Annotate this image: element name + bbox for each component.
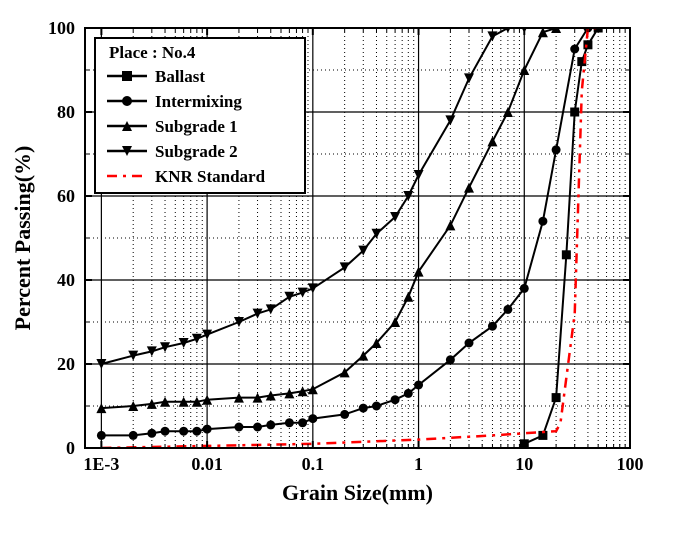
series-marker	[520, 284, 529, 293]
series-marker	[97, 431, 106, 440]
series-marker	[129, 431, 138, 440]
y-tick-label: 100	[48, 18, 75, 38]
legend-marker	[122, 96, 132, 106]
legend-label: Intermixing	[155, 92, 242, 111]
series-marker	[562, 250, 571, 259]
series-marker	[203, 425, 212, 434]
series-marker	[372, 402, 381, 411]
legend-label: Subgrade 2	[155, 142, 238, 161]
series-marker	[570, 45, 579, 54]
y-tick-label: 40	[57, 270, 75, 290]
legend-marker	[122, 71, 132, 81]
series-marker	[488, 322, 497, 331]
series-marker	[161, 427, 170, 436]
series-marker	[253, 423, 262, 432]
series-marker	[552, 145, 561, 154]
series-marker	[446, 355, 455, 364]
series-marker	[298, 418, 307, 427]
series-marker	[192, 427, 201, 436]
x-tick-label: 10	[515, 454, 533, 474]
series-marker	[538, 217, 547, 226]
series-marker	[404, 389, 413, 398]
series-marker	[234, 423, 243, 432]
legend-label: Subgrade 1	[155, 117, 238, 136]
series-marker	[147, 429, 156, 438]
series-marker	[583, 40, 592, 49]
x-tick-label: 0.01	[191, 454, 223, 474]
series-marker	[570, 108, 579, 117]
series-marker	[285, 418, 294, 427]
series-marker	[414, 381, 423, 390]
legend-label: Ballast	[155, 67, 205, 86]
series-marker	[391, 395, 400, 404]
legend-label: KNR Standard	[155, 167, 266, 186]
chart-svg: 1E-3 0.01 0.1 1 10 100 0 20 40 60 80 100 Grain Size(…	[0, 0, 677, 534]
series-marker	[179, 427, 188, 436]
series-marker	[503, 305, 512, 314]
x-tick-label: 1	[414, 454, 423, 474]
series-marker	[308, 414, 317, 423]
series-marker	[340, 410, 349, 419]
series-marker	[266, 420, 275, 429]
legend-title: Place : No.4	[109, 43, 196, 62]
x-tick-label: 0.1	[302, 454, 325, 474]
y-tick-label: 20	[57, 354, 75, 374]
chart-container: 1E-3 0.01 0.1 1 10 100 0 20 40 60 80 100 Grain Size(…	[0, 0, 677, 534]
series-marker	[464, 339, 473, 348]
x-axis-label: Grain Size(mm)	[282, 480, 433, 505]
y-tick-label: 80	[57, 102, 75, 122]
series-marker	[359, 404, 368, 413]
y-tick-label: 60	[57, 186, 75, 206]
x-tick-label: 100	[617, 454, 644, 474]
y-axis-label: Percent Passing(%)	[10, 146, 35, 331]
series-marker	[552, 393, 561, 402]
y-tick-label: 0	[66, 438, 75, 458]
x-tick-label: 1E-3	[83, 454, 119, 474]
